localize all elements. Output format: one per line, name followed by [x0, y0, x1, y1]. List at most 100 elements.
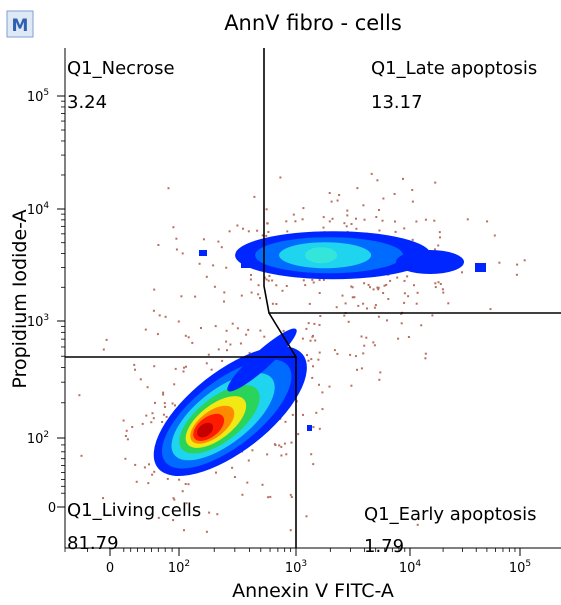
x-tick-label: 102 [168, 559, 190, 576]
event-dot [321, 408, 324, 411]
quadrant-gates [65, 48, 561, 548]
event-dot [165, 415, 168, 418]
quadrant-ll-value: 81.79 [67, 533, 119, 554]
x-tick-label: 104 [399, 559, 422, 576]
event-dot [266, 453, 269, 456]
event-dot [273, 443, 276, 446]
event-dot [328, 385, 331, 388]
event-dot [385, 283, 388, 286]
event-dot [402, 177, 404, 180]
event-dot [257, 284, 260, 287]
density-blob [307, 425, 312, 431]
event-dot [343, 222, 346, 225]
event-dot [350, 285, 353, 288]
density-contour-living [197, 422, 214, 438]
event-dot [275, 303, 278, 305]
event-dot [183, 366, 185, 369]
event-dot [309, 339, 312, 342]
event-dot [377, 288, 380, 291]
x-tick-label: 105 [509, 559, 531, 576]
event-dot [275, 284, 278, 287]
event-dot [365, 336, 368, 339]
event-dot [267, 279, 270, 282]
event-dot [328, 192, 331, 194]
y-tick-label: 105 [27, 88, 49, 105]
event-dot [220, 246, 223, 249]
event-dot [78, 394, 81, 397]
event-dot [393, 193, 396, 195]
event-dot [283, 442, 286, 445]
event-dot [362, 352, 365, 355]
event-dot [489, 308, 492, 311]
event-dot [400, 322, 403, 325]
event-dot [215, 471, 217, 474]
event-dot [185, 365, 187, 368]
module-badge-label: M [12, 16, 29, 36]
event-dot [105, 338, 108, 341]
event-dot [102, 348, 105, 351]
event-dot [124, 457, 127, 460]
event-dot [122, 419, 125, 422]
event-dot [202, 238, 205, 241]
event-dot [312, 463, 315, 466]
event-dot [439, 236, 441, 239]
module-badge[interactable]: M [6, 10, 34, 38]
event-dot [321, 391, 324, 394]
event-dot [271, 279, 274, 282]
event-dot [307, 359, 310, 362]
event-dot [336, 352, 339, 355]
event-dot [151, 412, 154, 415]
event-dot [271, 302, 274, 305]
x-axis-ticks: 0 102 103 104 105 [64, 548, 531, 576]
event-dot [442, 291, 445, 294]
event-dot [281, 289, 284, 292]
event-dot [214, 325, 217, 328]
event-dot [250, 291, 253, 294]
event-dot [331, 217, 334, 220]
event-dot [126, 438, 129, 441]
event-dot [151, 473, 154, 476]
event-dot [431, 314, 434, 317]
event-dot [424, 218, 427, 221]
y-axis-label: Propidium Iodide-A [9, 209, 31, 388]
event-dot [377, 315, 380, 318]
event-dot [389, 279, 392, 282]
event-dot [290, 496, 293, 498]
event-dot [394, 220, 396, 223]
event-dot [307, 322, 310, 325]
x-axis-label: Annexin V FITC-A [232, 580, 394, 602]
event-dot [302, 279, 305, 282]
event-dot [148, 463, 150, 466]
event-dot [486, 220, 489, 223]
event-dot [378, 378, 381, 381]
event-dot [285, 453, 288, 456]
event-dot [246, 481, 249, 484]
event-dot [225, 266, 228, 269]
event-dot [344, 302, 347, 305]
event-dot [172, 519, 175, 522]
event-dot [191, 341, 194, 344]
quadrant-ul-value: 3.24 [67, 92, 107, 113]
event-dot [221, 359, 224, 362]
density-blob [199, 250, 207, 256]
event-dot [259, 329, 262, 332]
event-dot [173, 383, 176, 386]
event-dot [158, 314, 161, 317]
event-dot [150, 421, 153, 424]
event-dot [312, 365, 314, 368]
event-dot [233, 476, 236, 478]
event-dot [396, 276, 399, 279]
event-dot [242, 227, 244, 230]
event-dot [278, 444, 281, 447]
gate-upper-right-line [263, 48, 561, 314]
event-dot [265, 234, 268, 237]
event-dot [375, 216, 378, 218]
event-dot [266, 222, 269, 225]
event-dot [162, 413, 165, 416]
event-dot [135, 480, 138, 483]
event-dot [363, 218, 366, 221]
density-blob [241, 258, 251, 268]
event-dot [349, 353, 352, 356]
event-dot [346, 209, 349, 212]
